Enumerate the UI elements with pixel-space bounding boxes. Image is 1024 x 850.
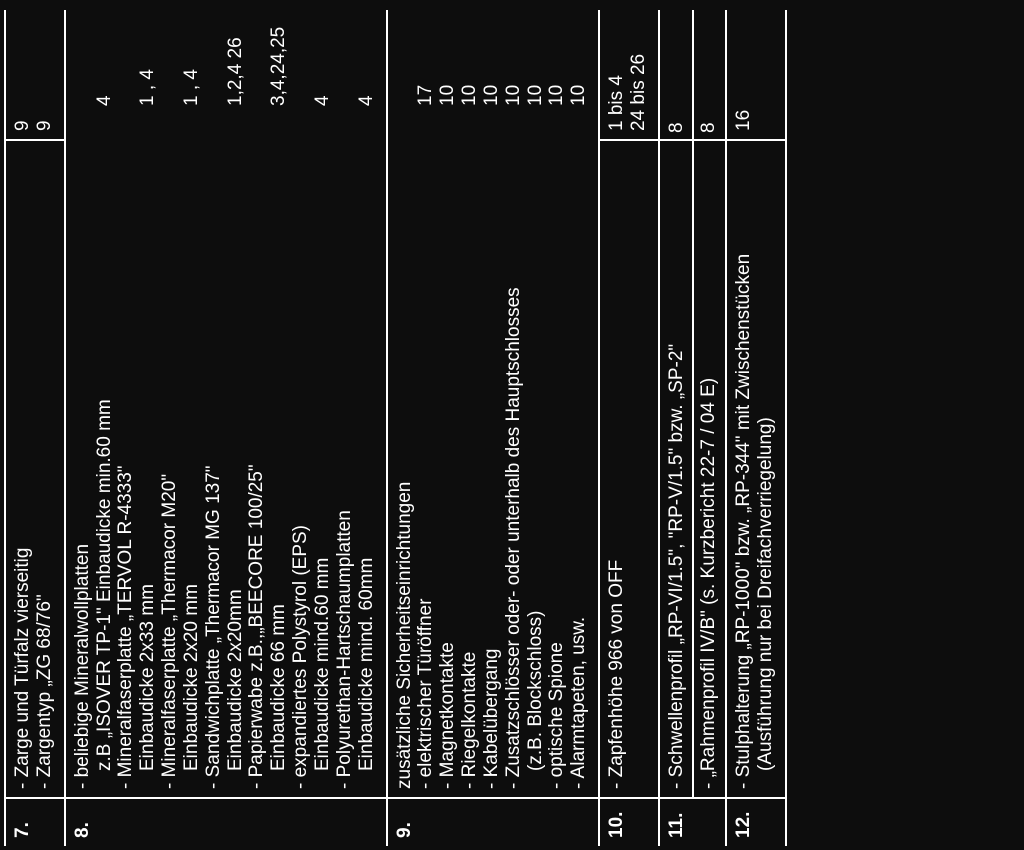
line-text: - Riegelkontakte — [459, 106, 481, 789]
section-11: 11. - Schwellenprofil „RP-VI/1.5", "RP-V… — [659, 10, 727, 846]
section-number: 11. — [659, 798, 727, 846]
line-text: Einbaudicke mind.60 mm — [312, 106, 334, 789]
ref-value: 17 — [415, 18, 437, 106]
line-text: Einbaudicke mind. 60mm — [356, 106, 378, 789]
section-7: 7. - Zarge und Türfalz vierseitig - Zarg… — [5, 10, 65, 846]
section-number: 8. — [65, 798, 387, 846]
section-10: 10. - Zapfenhöhe 966 von OFF 1 bis 4 24 … — [599, 10, 659, 846]
section-body: zusätzliche Sicherheitseinrichtungen - e… — [387, 10, 600, 798]
line-text: - Mineralfaserplatte „Thermacor M20" — [159, 106, 181, 789]
ref-value: 4 — [312, 18, 334, 106]
ref-value: 10 — [437, 18, 459, 106]
ref-value: 16 — [733, 18, 755, 131]
section-body: - Schwellenprofil „RP-VI/1.5", "RP-V/1.5… — [659, 140, 727, 798]
line-text: - Mineralfaserplatte „TERVOL R-4333" — [115, 106, 137, 789]
line-text: - Schwellenprofil „RP-VI/1.5", "RP-V/1.5… — [660, 141, 692, 797]
section-body: - Zapfenhöhe 966 von OFF — [599, 140, 659, 798]
ref-value: 4 — [356, 18, 378, 106]
line-text: - Stulphalterung „RP-1000" bzw. „RP-344"… — [733, 149, 755, 789]
section-ref: 1 bis 4 24 bis 26 — [599, 10, 659, 140]
line-text: - Sandwichplatte „Thermacor MG 137" — [203, 106, 225, 789]
section-number: 12. — [726, 798, 786, 846]
ref-value: 10 — [459, 18, 481, 106]
line-text: - elektrischer Türöffner — [415, 106, 437, 789]
ref-value: 3,4,24,25 — [268, 18, 290, 106]
line-text: - beliebige Mineralwollplatten — [72, 106, 94, 789]
ref-value: 9 — [12, 18, 34, 131]
ref-value: 10 — [568, 18, 590, 106]
ref-value: 4 — [94, 18, 116, 106]
ref-value: 8 — [694, 10, 726, 139]
line-text: - Zusatzschlösser oder- oder unterhalb d… — [503, 106, 525, 789]
line-text: - Magnetkontakte — [437, 106, 459, 789]
line-text: - optische Spione — [546, 106, 568, 789]
ref-value: 9 — [34, 18, 56, 131]
ref-value: 1 , 4 — [137, 18, 159, 106]
line-text: - Polyurethan-Hartschaumplatten — [334, 106, 356, 789]
line-text: - Zarge und Türfalz vierseitig — [12, 149, 34, 789]
line-text: Einbaudicke 66 mm — [268, 106, 290, 789]
spec-table: 7. - Zarge und Türfalz vierseitig - Zarg… — [4, 10, 787, 846]
section-body: - Stulphalterung „RP-1000" bzw. „RP-344"… — [726, 140, 786, 798]
line-text: - „Rahmenprofil IV/B" (s. Kurzbericht 22… — [694, 141, 726, 797]
ref-value: 10 — [503, 18, 525, 106]
line-text: zusätzliche Sicherheitseinrichtungen — [394, 106, 416, 789]
line-text: - Zargentyp „ZG 68/76" — [34, 149, 56, 789]
line-text: Einbaudicke 2x20 mm — [181, 106, 203, 789]
line-text: (Ausführung nur bei Dreifachverriegelung… — [755, 149, 777, 789]
section-number: 7. — [5, 798, 65, 846]
line-text: z.B „ISOVER TP-1" Einbaudicke min.60 mm — [94, 106, 116, 789]
section-number: 10. — [599, 798, 659, 846]
ref-value: 8 — [660, 10, 692, 139]
ref-value: 10 — [481, 18, 503, 106]
ref-value: 24 bis 26 — [628, 18, 650, 131]
line-text: - Zapfenhöhe 966 von OFF — [606, 149, 628, 789]
line-text: - Alarmtapeten, usw. — [568, 106, 590, 789]
section-number: 9. — [387, 798, 600, 846]
section-12: 12. - Stulphalterung „RP-1000" bzw. „RP-… — [726, 10, 786, 846]
ref-value: 1 , 4 — [181, 18, 203, 106]
section-8: 8. - beliebige Mineralwollplatten z.B „I… — [65, 10, 387, 846]
ref-value: 1 bis 4 — [606, 18, 628, 131]
line-text: (z.B. Blockschloss) — [525, 106, 547, 789]
ref-value: 1,2,4 26 — [225, 18, 247, 106]
line-text: - Kabelübergang — [481, 106, 503, 789]
line-text: - Papierwabe z.B.,„BEECORE 100/25" — [246, 106, 268, 789]
section-ref: 9 9 — [5, 10, 65, 140]
section-ref: 16 — [726, 10, 786, 140]
ref-value: 10 — [546, 18, 568, 106]
line-text: Einbaudicke 2x33 mm — [137, 106, 159, 789]
section-9: 9. zusätzliche Sicherheitseinrichtungen … — [387, 10, 600, 846]
ref-value: 10 — [525, 18, 547, 106]
section-ref: 8 8 — [659, 10, 727, 140]
section-body: - beliebige Mineralwollplatten z.B „ISOV… — [65, 10, 387, 798]
line-text: - expandiertes Polystyrol (EPS) — [290, 106, 312, 789]
section-body: - Zarge und Türfalz vierseitig - Zargent… — [5, 140, 65, 798]
line-text: Einbaudicke 2x20mm — [225, 106, 247, 789]
